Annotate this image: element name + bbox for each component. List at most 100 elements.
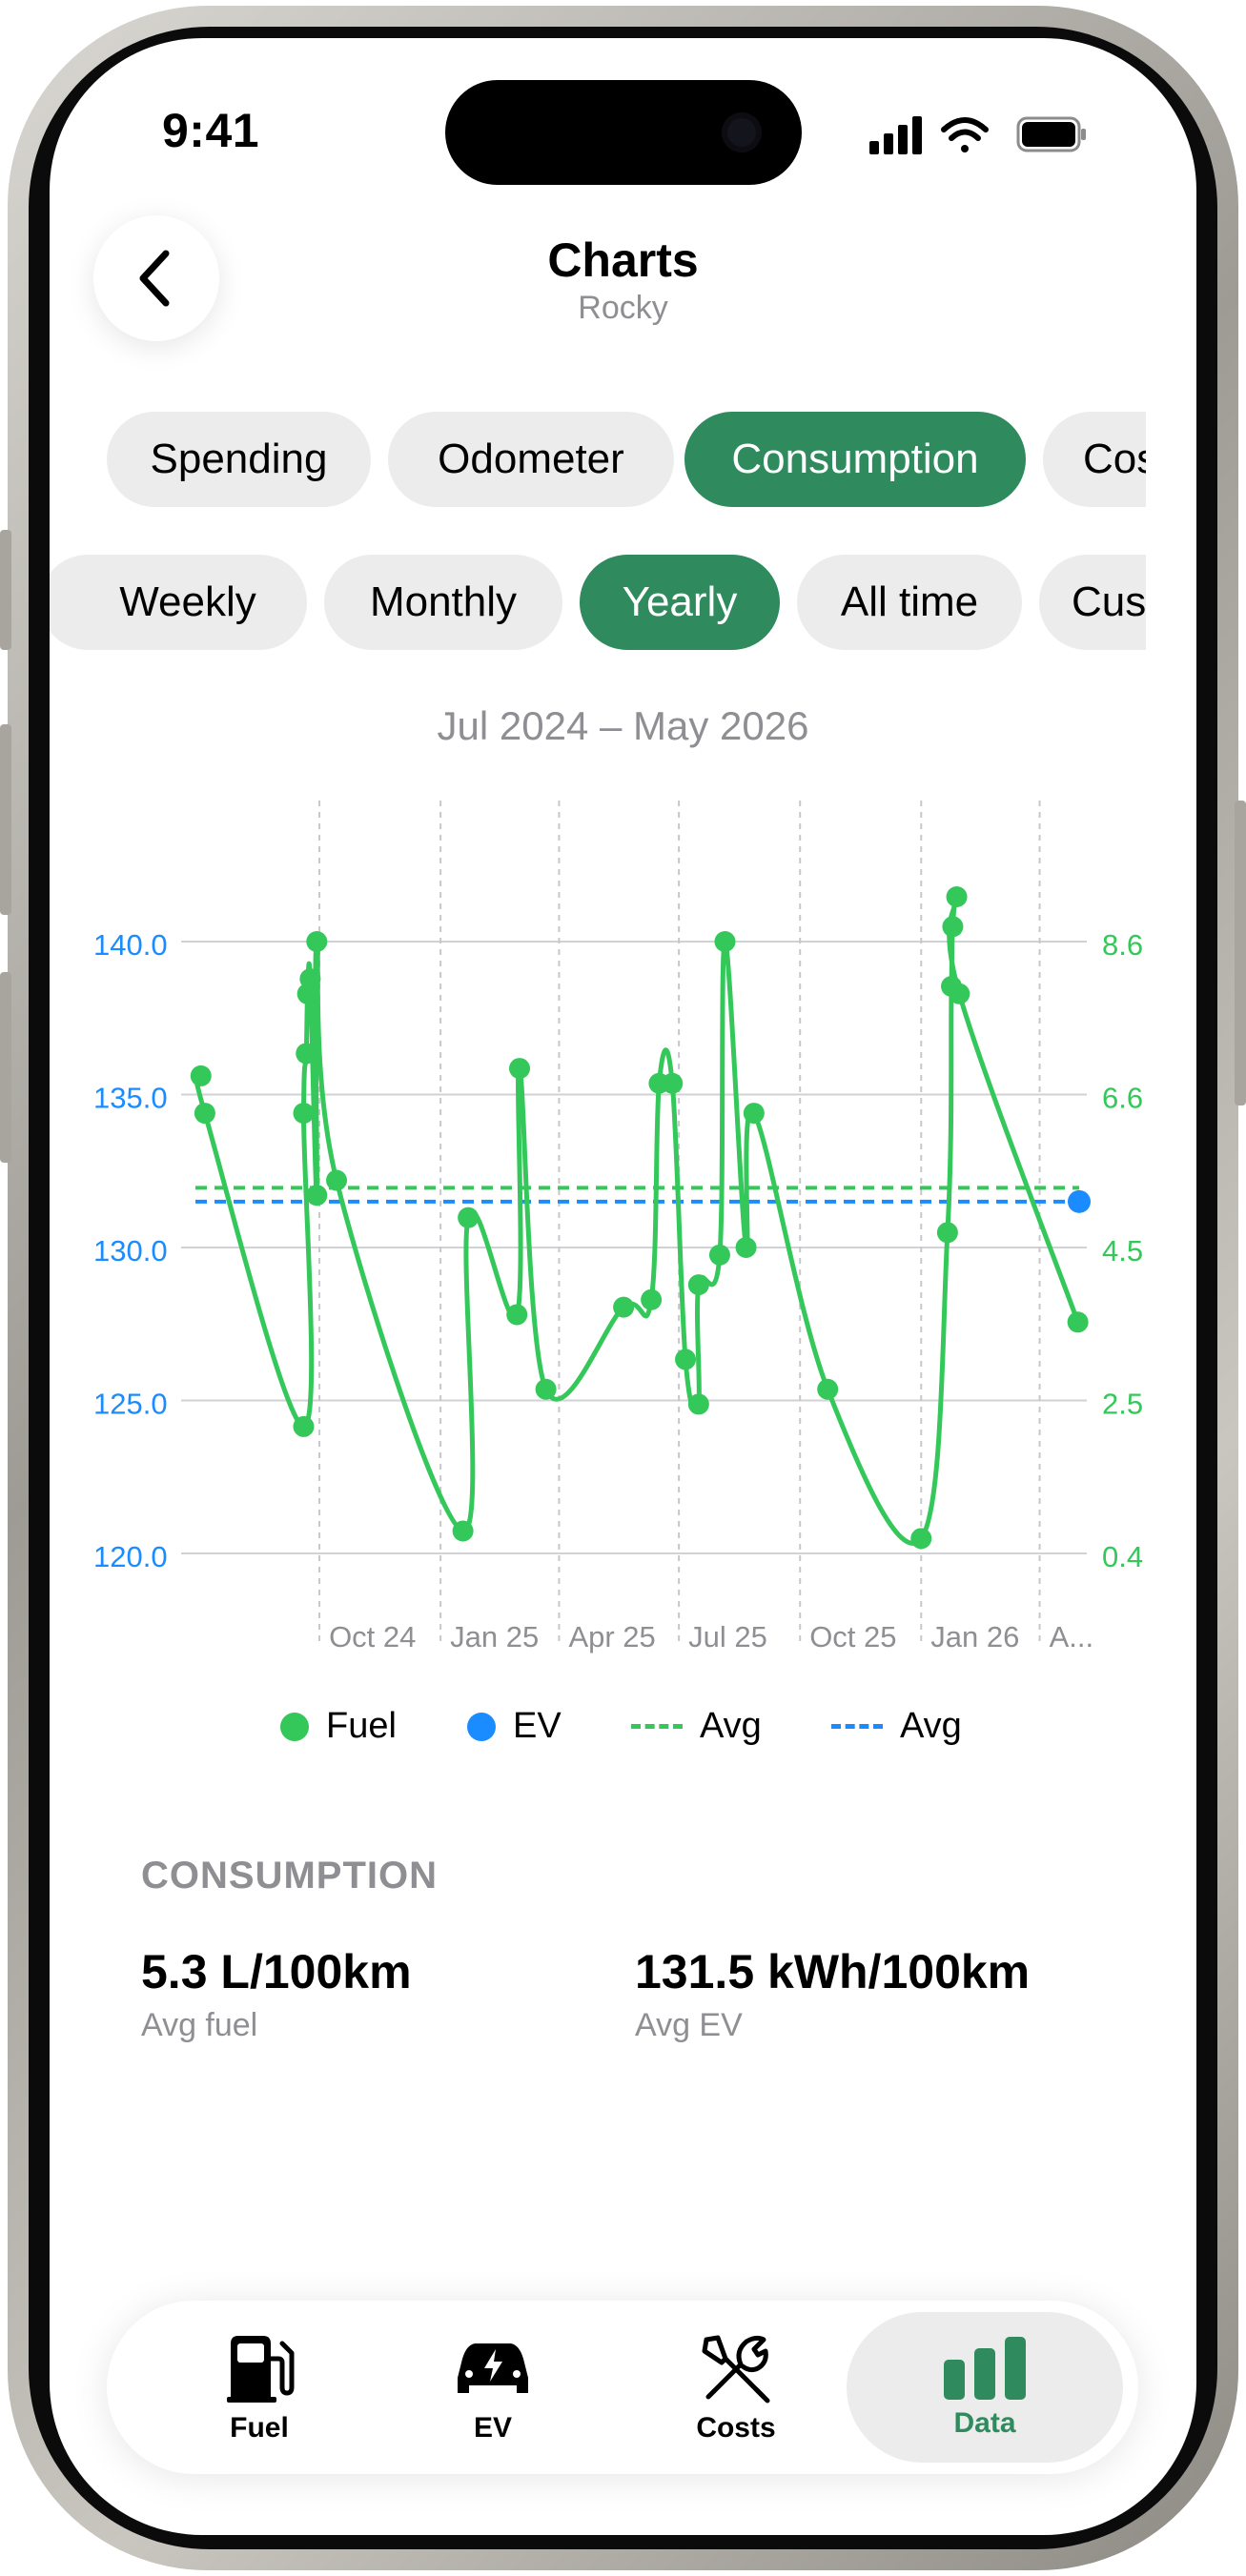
fuel-point bbox=[675, 1349, 697, 1370]
status-icons bbox=[869, 116, 1086, 154]
fuel-point bbox=[296, 1043, 317, 1065]
fuel-point bbox=[306, 1185, 328, 1207]
fuel-point bbox=[293, 1415, 315, 1437]
fuel-point bbox=[535, 1378, 557, 1400]
dynamic-island bbox=[445, 80, 802, 185]
legend-fuel-avg-label: Avg bbox=[700, 1706, 762, 1746]
fuel-point bbox=[194, 1103, 215, 1125]
legend-fuel-dot bbox=[280, 1712, 309, 1741]
fuel-point bbox=[743, 1103, 765, 1125]
tab-costs[interactable]: Costs bbox=[641, 2301, 831, 2474]
x-tick-label: Jan 26 bbox=[930, 1620, 1019, 1653]
fuel-point bbox=[1067, 1311, 1089, 1333]
avg-ev-value: 131.5 kWh/100km bbox=[635, 1945, 1031, 1998]
legend-fuel: Fuel bbox=[280, 1706, 397, 1747]
fuel-point bbox=[641, 1288, 663, 1310]
fuel-point bbox=[613, 1296, 635, 1318]
fuel-point bbox=[458, 1207, 480, 1228]
fuel-point bbox=[326, 1169, 348, 1191]
y-right-tick-label: 8.6 bbox=[1102, 928, 1143, 962]
fuel-point bbox=[714, 931, 736, 952]
tab-spending[interactable]: Spending bbox=[107, 412, 371, 507]
y-right-tick-label: 0.4 bbox=[1102, 1540, 1143, 1573]
y-right-tick-label: 6.6 bbox=[1102, 1082, 1143, 1115]
fuel-point bbox=[452, 1520, 474, 1542]
y-right-tick-label: 4.5 bbox=[1102, 1234, 1143, 1268]
fuel-series bbox=[190, 886, 1089, 1550]
y-left-tick-label: 135.0 bbox=[93, 1082, 168, 1115]
left-axis: 140.0 135.0 130.0 125.0 120.0 bbox=[93, 928, 168, 1573]
volume-up-button bbox=[0, 724, 11, 915]
x-tick-label: Oct 25 bbox=[809, 1620, 896, 1653]
fuel-point bbox=[735, 1237, 757, 1258]
legend-ev-avg-label: Avg bbox=[900, 1706, 962, 1746]
period-tabs: Weekly Monthly Yearly All time Cus bbox=[50, 555, 1146, 659]
tab-all-time[interactable]: All time bbox=[797, 555, 1022, 650]
cellular-signal-icon bbox=[869, 116, 922, 154]
tab-odometer[interactable]: Odometer bbox=[388, 412, 674, 507]
bar-chart-icon bbox=[944, 2337, 1026, 2400]
avg-ev-label: Avg EV bbox=[635, 2007, 743, 2043]
tab-data[interactable]: Data bbox=[847, 2312, 1123, 2463]
y-left-tick-label: 120.0 bbox=[93, 1540, 168, 1573]
x-axis: Oct 24 Jan 25 Apr 25 Jul 25 Oct 25 Jan 26 A... bbox=[329, 1620, 1093, 1653]
legend-ev-label: EV bbox=[513, 1706, 562, 1746]
fuel-point bbox=[936, 1222, 958, 1244]
tab-fuel-label: Fuel bbox=[230, 2412, 289, 2444]
camera-icon bbox=[722, 112, 762, 152]
fuel-point bbox=[293, 1103, 315, 1125]
tab-ev[interactable]: EV bbox=[402, 2301, 583, 2474]
legend-fuel-avg: Avg bbox=[631, 1706, 762, 1747]
y-left-tick-label: 140.0 bbox=[93, 928, 168, 962]
battery-icon bbox=[1016, 116, 1086, 152]
fuel-point bbox=[299, 968, 321, 990]
fuel-point bbox=[910, 1528, 932, 1550]
y-right-tick-label: 2.5 bbox=[1102, 1388, 1143, 1421]
average-lines bbox=[195, 1186, 1079, 1204]
fuel-point bbox=[506, 1304, 528, 1326]
fuel-point bbox=[687, 1274, 709, 1296]
tab-monthly[interactable]: Monthly bbox=[324, 555, 562, 650]
tab-yearly[interactable]: Yearly bbox=[580, 555, 780, 650]
wifi-icon bbox=[941, 117, 989, 152]
power-button bbox=[1235, 801, 1246, 1105]
x-tick-label: A... bbox=[1050, 1620, 1094, 1653]
legend-fuel-avg-dash bbox=[631, 1724, 683, 1729]
page-title: Charts bbox=[547, 233, 699, 287]
category-tabs: Spending Odometer Consumption Cos bbox=[50, 412, 1146, 517]
tab-bar: Fuel EV Costs Data bbox=[107, 2301, 1138, 2474]
tab-costs[interactable]: Cos bbox=[1043, 412, 1146, 507]
tab-ev-label: EV bbox=[473, 2412, 513, 2444]
section-title: CONSUMPTION bbox=[141, 1855, 438, 1897]
fuel-point bbox=[708, 1244, 730, 1266]
avg-fuel-label: Avg fuel bbox=[141, 2007, 258, 2043]
fuel-point bbox=[687, 1393, 709, 1415]
fuel-point bbox=[946, 886, 968, 908]
tab-fuel[interactable]: Fuel bbox=[164, 2301, 355, 2474]
legend-ev-avg: Avg bbox=[831, 1706, 962, 1747]
x-tick-label: Apr 25 bbox=[568, 1620, 655, 1653]
tab-data-label: Data bbox=[953, 2407, 1016, 2439]
y-left-tick-label: 130.0 bbox=[93, 1234, 168, 1268]
tab-consumption[interactable]: Consumption bbox=[684, 412, 1026, 507]
x-tick-label: Jan 25 bbox=[450, 1620, 539, 1653]
legend-ev-avg-dash bbox=[831, 1724, 883, 1729]
status-time: 9:41 bbox=[162, 104, 260, 157]
legend-ev: EV bbox=[467, 1706, 562, 1747]
volume-down-button bbox=[0, 972, 11, 1163]
ev-point bbox=[1068, 1189, 1091, 1213]
tab-costs-label: Costs bbox=[696, 2412, 776, 2444]
tools-icon bbox=[702, 2335, 770, 2404]
fuel-point bbox=[817, 1378, 839, 1400]
tab-weekly[interactable]: Weekly bbox=[50, 555, 307, 650]
tab-custom[interactable]: Cus bbox=[1039, 555, 1146, 650]
date-range: Jul 2024 – May 2026 bbox=[437, 703, 809, 748]
legend-ev-dot bbox=[467, 1712, 496, 1741]
chart-legend: Fuel EV Avg Avg bbox=[0, 1706, 1246, 1763]
x-tick-label: Oct 24 bbox=[329, 1620, 416, 1653]
fuel-point bbox=[509, 1058, 531, 1080]
action-button bbox=[0, 530, 11, 650]
back-button[interactable] bbox=[93, 215, 219, 341]
ev-car-icon bbox=[458, 2343, 528, 2393]
